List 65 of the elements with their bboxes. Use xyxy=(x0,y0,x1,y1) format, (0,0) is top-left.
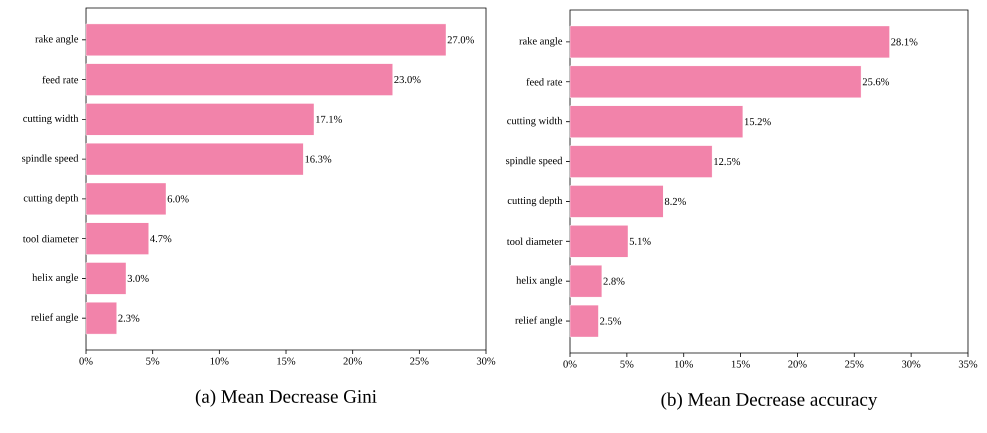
y-tick-label: feed rate xyxy=(526,78,562,86)
data-label: 3.0% xyxy=(128,274,149,282)
x-tick-label: 0% xyxy=(563,360,577,368)
x-tick-label: 25% xyxy=(410,358,429,365)
data-label: 2.8% xyxy=(604,278,625,285)
data-label: 8.2% xyxy=(664,198,686,205)
y-tick-label: spindle speed xyxy=(506,156,562,166)
y-tick-label: helix angle xyxy=(32,274,78,284)
data-label: 12.5% xyxy=(714,158,740,166)
y-tick-label: cutting depth xyxy=(508,196,562,206)
bar xyxy=(86,302,117,334)
data-label: 27.0% xyxy=(448,36,474,44)
y-tick-label: cutting width xyxy=(507,116,562,126)
x-tick-label: 15% xyxy=(732,360,750,368)
y-tick-label: tool diameter xyxy=(22,234,78,242)
y-tick-label: cutting depth xyxy=(24,194,78,204)
data-label: 2.3% xyxy=(118,314,140,322)
y-tick-label: rake angle xyxy=(519,37,562,47)
x-tick-label: 25% xyxy=(845,360,864,368)
data-label: 17.1% xyxy=(316,116,342,123)
data-label: 25.6% xyxy=(862,78,890,86)
y-tick-label: spindle speed xyxy=(22,154,78,164)
data-label: 28.1% xyxy=(891,38,918,46)
text: (b) Mean Decrease accuracy xyxy=(661,392,878,410)
bar xyxy=(86,103,314,136)
y-tick-label: relief angle xyxy=(31,313,78,323)
bar xyxy=(86,222,149,255)
bar xyxy=(570,185,664,218)
x-tick-label: 20% xyxy=(344,358,362,365)
bar xyxy=(570,66,862,98)
y-tick-label: feed rate xyxy=(42,76,78,84)
x-tick-label: 5% xyxy=(620,360,634,368)
data-label: 23.0% xyxy=(394,76,421,84)
bar xyxy=(570,26,890,58)
data-label: 4.7% xyxy=(150,235,172,242)
x-tick-label: 30% xyxy=(902,360,920,368)
data-label: 16.3% xyxy=(305,156,332,163)
data-label: 5.1% xyxy=(630,238,651,245)
data-label: 6.0% xyxy=(168,195,189,202)
x-tick-label: 10% xyxy=(675,360,693,368)
bar xyxy=(570,265,602,298)
bar xyxy=(570,106,744,138)
x-tick-label: 35% xyxy=(958,360,978,368)
x-tick-label: 5% xyxy=(146,358,160,365)
y-tick-label: tool diameter xyxy=(506,238,562,246)
y-tick-label: cutting width xyxy=(23,114,78,124)
bar xyxy=(570,304,599,338)
bar xyxy=(570,145,712,178)
x-tick-label: 0% xyxy=(79,358,93,365)
bar xyxy=(86,63,393,96)
bar xyxy=(86,262,126,295)
x-tick-label: 30% xyxy=(476,358,496,365)
x-tick-label: 10% xyxy=(210,358,229,365)
bar xyxy=(86,143,304,176)
y-tick-label: rake angle xyxy=(35,35,78,45)
bar xyxy=(86,24,446,56)
data-label: 2.5% xyxy=(600,318,622,325)
data-label: 15.2% xyxy=(744,118,771,126)
text: (a) Mean Decrease Gini xyxy=(196,390,377,407)
y-tick-label: helix angle xyxy=(516,276,562,286)
y-tick-label: relief angle xyxy=(515,316,562,326)
bar xyxy=(570,225,628,258)
bar xyxy=(86,182,166,215)
x-tick-label: 15% xyxy=(277,358,296,365)
x-tick-label: 20% xyxy=(788,360,807,368)
